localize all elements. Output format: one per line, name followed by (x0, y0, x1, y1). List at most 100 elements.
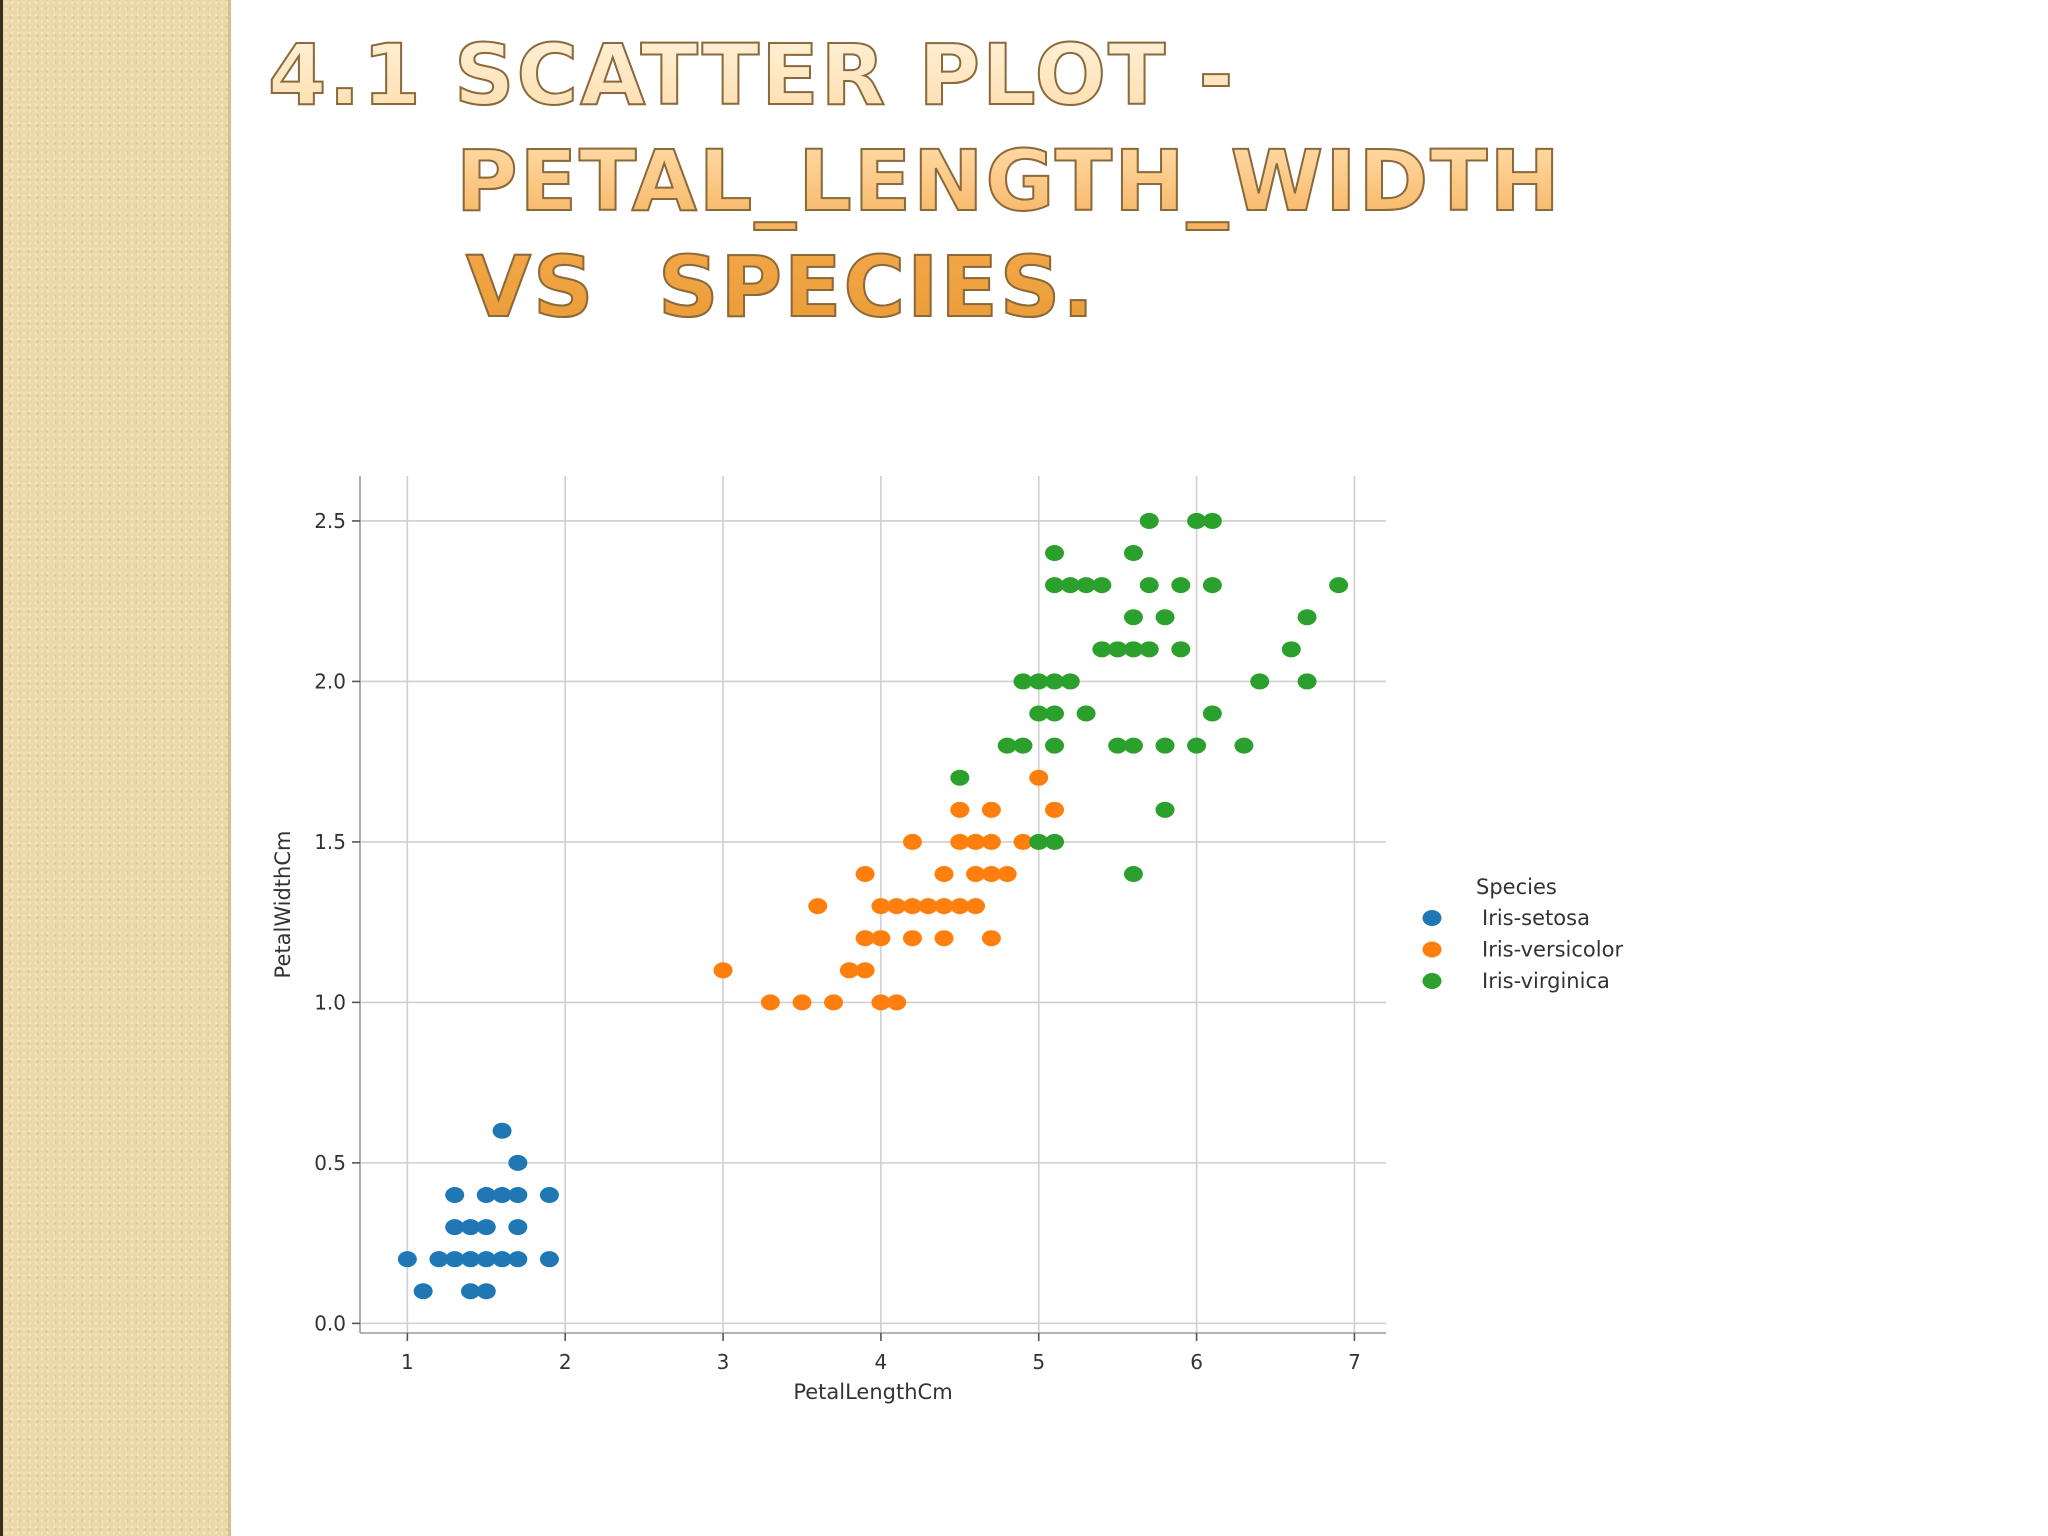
data-point (981, 930, 1001, 947)
scatter-chart: 1 2 3 4 5 6 70.00.51.01.52.02.5 PetalLengthCm … (271, 476, 1623, 1404)
data-point (1029, 769, 1049, 786)
legend-marker (1422, 910, 1442, 926)
data-point (934, 866, 954, 883)
data-point (760, 994, 780, 1011)
data-point (1045, 545, 1065, 562)
data-point (1092, 641, 1112, 658)
data-point (1108, 641, 1128, 658)
sidebar-edge-divider (228, 0, 231, 1536)
data-point (1045, 833, 1065, 850)
data-point (1155, 609, 1175, 626)
legend-title: Species (1476, 875, 1557, 899)
data-point (1171, 641, 1191, 658)
data-point (1045, 737, 1065, 754)
slide-title: 4.1 Scatter plot - petal_length_width vs… (267, 22, 1562, 340)
data-point (871, 930, 891, 947)
data-point (508, 1251, 528, 1268)
data-point (1045, 705, 1065, 722)
data-point (1234, 737, 1254, 754)
data-point (902, 930, 922, 947)
data-point (1202, 512, 1222, 529)
data-point (445, 1219, 465, 1236)
data-point (1045, 577, 1065, 594)
data-point (413, 1283, 433, 1300)
data-point (508, 1219, 528, 1236)
data-point (855, 866, 875, 883)
data-point (1045, 801, 1065, 818)
data-point (1187, 737, 1207, 754)
y-axis-label: PetalWidthCm (271, 831, 295, 979)
data-point (492, 1186, 512, 1203)
data-point (508, 1154, 528, 1171)
slide-title-line-1: 4.1 Scatter plot - (267, 25, 1236, 125)
data-point (934, 930, 954, 947)
data-point (1060, 673, 1080, 690)
data-point (1029, 833, 1049, 850)
data-point (1202, 705, 1222, 722)
data-point (460, 1219, 480, 1236)
chart-spines (359, 476, 1386, 1334)
data-point (824, 994, 844, 1011)
data-point (887, 994, 907, 1011)
data-point (476, 1251, 496, 1268)
data-point (1029, 705, 1049, 722)
data-point (981, 866, 1001, 883)
x-tick-label: 3 (717, 1350, 730, 1374)
data-point (492, 1251, 512, 1268)
data-point (966, 833, 986, 850)
data-point (1123, 737, 1143, 754)
legend-entry-label: Iris-virginica (1482, 969, 1610, 993)
data-point (1045, 673, 1065, 690)
x-axis-label: PetalLengthCm (793, 1380, 952, 1404)
data-point (508, 1186, 528, 1203)
data-point (397, 1251, 417, 1268)
data-point (429, 1251, 449, 1268)
data-point (445, 1251, 465, 1268)
data-point (855, 930, 875, 947)
data-point (1123, 545, 1143, 562)
data-point (476, 1283, 496, 1300)
data-point (966, 898, 986, 915)
data-point (934, 898, 954, 915)
data-point (1076, 705, 1096, 722)
chart-ticks: 1 2 3 4 5 6 7 0.0 0.5 1.0 1.5 2.0 2.5 (314, 509, 1361, 1374)
data-point (1250, 673, 1270, 690)
x-tick-label: 2 (559, 1350, 572, 1374)
data-point (808, 898, 828, 915)
legend-entry-label: Iris-setosa (1482, 906, 1590, 930)
data-point (792, 994, 812, 1011)
data-point (1108, 737, 1128, 754)
data-point (950, 833, 970, 850)
x-tick-label: 7 (1348, 1350, 1361, 1374)
legend-marker (1422, 973, 1442, 989)
series-iris-setosa (397, 1122, 559, 1300)
x-tick-label: 4 (875, 1350, 888, 1374)
data-point (871, 994, 891, 1011)
data-point (1013, 833, 1033, 850)
data-point (1187, 512, 1207, 529)
data-point (1123, 866, 1143, 883)
data-point (839, 962, 859, 979)
data-point (1076, 577, 1096, 594)
data-point (997, 866, 1017, 883)
data-point (1139, 577, 1159, 594)
data-point (1060, 577, 1080, 594)
data-point (1139, 512, 1159, 529)
y-tick-label: 0.5 (314, 1151, 346, 1175)
data-point (539, 1186, 559, 1203)
legend-entry-label: Iris-versicolor (1482, 938, 1623, 962)
data-point (1155, 737, 1175, 754)
chart-legend: Species Iris-setosa Iris-versicolor Iris-v… (1422, 875, 1623, 993)
data-point (1013, 673, 1033, 690)
data-point (460, 1283, 480, 1300)
data-point (871, 898, 891, 915)
data-point (1329, 577, 1349, 594)
slide-title-line-3: vs species. (465, 237, 1097, 337)
data-point (981, 833, 1001, 850)
data-point (887, 898, 907, 915)
data-point (713, 962, 733, 979)
data-point (918, 898, 938, 915)
data-point (476, 1186, 496, 1203)
y-tick-label: 2.5 (314, 509, 346, 533)
slide-title-line-2: petal_length_width (455, 131, 1562, 231)
